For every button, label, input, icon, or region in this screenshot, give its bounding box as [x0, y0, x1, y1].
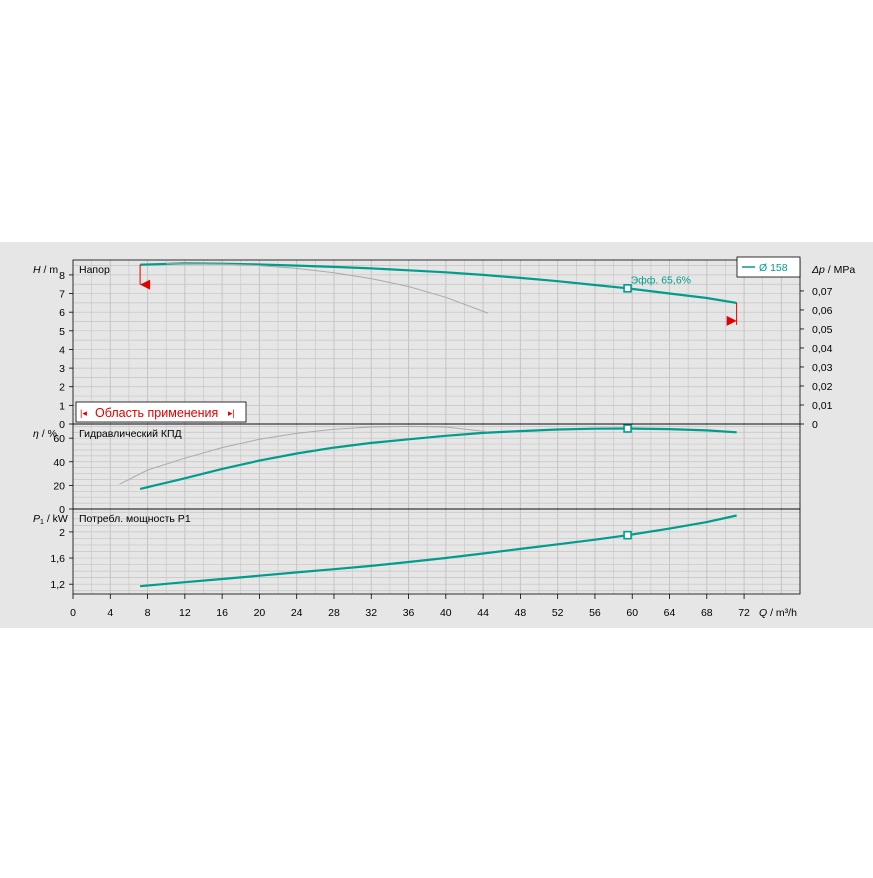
- x-tick-label: 36: [403, 607, 415, 619]
- right-tick-label: 0,06: [812, 305, 833, 317]
- range-arrow-right: [726, 315, 737, 326]
- right-tick-label: 0,04: [812, 343, 833, 355]
- right-tick-label: 0: [812, 419, 818, 431]
- x-tick-label: 56: [589, 607, 601, 619]
- y-tick-label: 5: [59, 326, 65, 338]
- x-tick-label: 44: [477, 607, 489, 619]
- x-tick-label: 52: [552, 607, 564, 619]
- series-line: [140, 514, 737, 588]
- range-box-right-glyph: ▸|: [228, 408, 235, 418]
- operating-point-marker: [623, 284, 632, 293]
- x-tick-label: 12: [179, 607, 191, 619]
- operating-point-marker: [623, 424, 632, 433]
- panel-title: Напор: [79, 264, 110, 276]
- y-tick-label: 8: [59, 270, 65, 282]
- y-tick-label: 7: [59, 289, 65, 301]
- right-tick-label: 0,01: [812, 400, 833, 412]
- reference-curve: [119, 425, 488, 485]
- range-box-left-glyph: |◂: [80, 408, 87, 418]
- text-layer: 0 4 8 12 16 20 24 28 32 36 40 44 48 52 56 60 64 68 72 Q / m…: [33, 262, 855, 619]
- x-tick-label: 32: [365, 607, 377, 619]
- y-tick-label: 1,6: [50, 553, 65, 565]
- right-tick-label: 0,07: [812, 286, 833, 298]
- x-tick-label: 4: [107, 607, 113, 619]
- y-tick-label: 2: [59, 527, 65, 539]
- chart-background: [0, 242, 873, 628]
- y-tick-label: 1,2: [50, 579, 65, 591]
- y-axis-label: η / %: [33, 428, 57, 440]
- frame-layer: [69, 256, 804, 599]
- y-tick-label: 0: [59, 419, 65, 431]
- right-tick-label: 0,03: [812, 362, 833, 374]
- y-tick-label: 3: [59, 363, 65, 375]
- y-tick-label: 40: [53, 457, 65, 469]
- operating-point-marker: [623, 530, 632, 540]
- right-axis-label: Δp / MPa: [811, 264, 855, 276]
- x-tick-label: 68: [701, 607, 713, 619]
- x-axis-label: Q / m³/h: [759, 607, 797, 619]
- x-tick-label: 8: [145, 607, 151, 619]
- legend-label: Ø 158: [759, 262, 788, 274]
- y-axis-label: H / m: [33, 264, 58, 276]
- x-tick-label: 24: [291, 607, 303, 619]
- x-tick-label: 48: [515, 607, 527, 619]
- x-tick-label: 60: [626, 607, 638, 619]
- panel-title: Гидравлический КПД: [79, 428, 182, 440]
- panel-frame: [72, 508, 801, 595]
- x-tick-label: 40: [440, 607, 452, 619]
- series-line: [139, 427, 737, 490]
- panel-title: Потребл. мощность P1: [79, 513, 191, 525]
- x-tick-label: 72: [738, 607, 750, 619]
- y-tick-label: 6: [59, 307, 65, 319]
- y-axis-label: P1 / kW: [33, 513, 68, 526]
- y-tick-label: 1: [59, 400, 65, 412]
- series-line: [140, 262, 737, 304]
- range-box: [75, 401, 247, 423]
- y-tick-label: 20: [53, 480, 65, 492]
- y-tick-label: 0: [59, 504, 65, 516]
- y-tick-label: 60: [53, 433, 65, 445]
- reference-curve: [166, 263, 488, 314]
- x-tick-label: 28: [328, 607, 340, 619]
- range-arrow-left: [140, 279, 151, 290]
- series-layer: [119, 262, 738, 588]
- grid-layer: [73, 260, 800, 594]
- y-tick-label: 4: [59, 344, 65, 356]
- x-tick-label: 64: [664, 607, 676, 619]
- right-tick-label: 0,05: [812, 324, 833, 336]
- x-tick-label: 0: [70, 607, 76, 619]
- legend-box: [736, 256, 801, 278]
- range-box-label: Область применения: [95, 406, 218, 420]
- x-tick-label: 20: [254, 607, 266, 619]
- y-tick-label: 2: [59, 382, 65, 394]
- efficiency-annotation: Эфф. 65,6%: [631, 274, 691, 286]
- x-tick-label: 16: [216, 607, 228, 619]
- right-tick-label: 0,02: [812, 381, 833, 393]
